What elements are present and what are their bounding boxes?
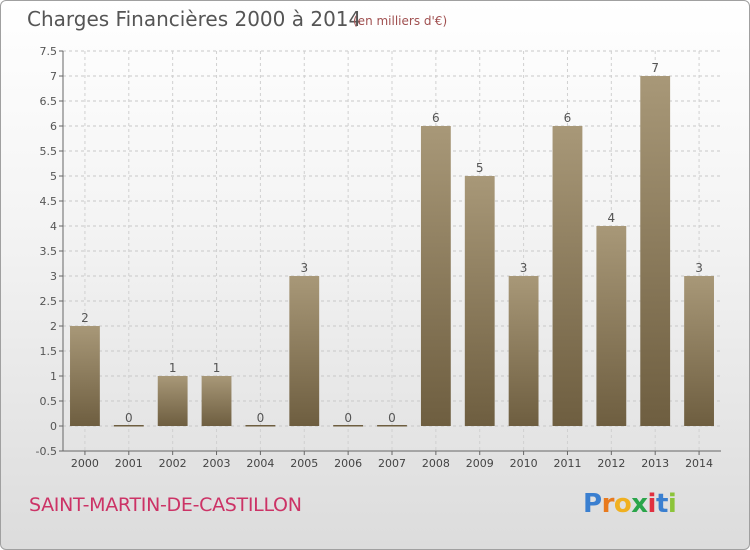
bar-value-label: 0 xyxy=(344,411,352,425)
bar-value-label: 0 xyxy=(257,411,265,425)
y-tick-label: -0.5 xyxy=(36,445,57,458)
x-tick-label: 2006 xyxy=(334,457,362,470)
bar-value-label: 6 xyxy=(432,111,440,125)
bar xyxy=(245,425,276,427)
bar xyxy=(420,126,451,426)
bar xyxy=(552,126,583,426)
y-tick-label: 7.5 xyxy=(40,45,58,58)
bar xyxy=(684,276,714,426)
y-tick-label: 0.5 xyxy=(40,395,58,408)
x-tick-label: 2003 xyxy=(203,457,231,470)
labels: 2 0 1 1 0 3 0 0 6 5 3 6 4 7 3 xyxy=(81,61,703,425)
logo-letter: i xyxy=(667,489,677,519)
y-tick-label: 5 xyxy=(50,170,57,183)
x-tick-label: 2007 xyxy=(378,457,406,470)
bar xyxy=(640,76,671,426)
bar xyxy=(70,326,100,426)
x-tick-label: 2004 xyxy=(246,457,274,470)
bar-value-label: 0 xyxy=(125,411,133,425)
y-tick-label: 3 xyxy=(50,270,57,283)
proxiti-logo: Proxiti xyxy=(583,489,677,519)
x-tick-label: 2010 xyxy=(510,457,538,470)
y-tick-label: 7 xyxy=(50,70,57,83)
bar-value-label: 5 xyxy=(476,161,484,175)
logo-letter: i xyxy=(647,489,657,519)
bar xyxy=(113,425,144,427)
x-tick-label: 2008 xyxy=(422,457,450,470)
bar xyxy=(157,376,188,426)
logo-letter: x xyxy=(631,489,648,519)
bar-value-label: 3 xyxy=(300,261,308,275)
x-tick-label: 2001 xyxy=(115,457,143,470)
bar xyxy=(508,276,539,426)
chart-title: Charges Financières 2000 à 2014 xyxy=(27,7,362,31)
bar-value-label: 0 xyxy=(388,411,396,425)
bar xyxy=(377,425,407,427)
x-tick-label: 2000 xyxy=(71,457,99,470)
y-tick-label: 6 xyxy=(50,120,57,133)
bars xyxy=(70,76,714,427)
x-tick-label: 2005 xyxy=(290,457,318,470)
y-tick-label: 4.5 xyxy=(40,195,58,208)
axes: -0.500.511.522.533.544.555.566.577.52000… xyxy=(36,45,721,470)
bar-value-label: 2 xyxy=(81,311,89,325)
logo-letter: P xyxy=(583,489,602,519)
y-tick-label: 1.5 xyxy=(40,345,58,358)
y-tick-label: 1 xyxy=(50,370,57,383)
logo-letter: t xyxy=(655,489,668,519)
x-tick-label: 2012 xyxy=(597,457,625,470)
commune-name: SAINT-MARTIN-DE-CASTILLON xyxy=(29,494,302,516)
logo-letter: o xyxy=(613,489,632,519)
x-tick-label: 2014 xyxy=(685,457,713,470)
bar xyxy=(201,376,232,426)
bar-value-label: 4 xyxy=(608,211,616,225)
logo-letter: r xyxy=(601,489,615,519)
chart-subtitle: (en milliers d'€) xyxy=(353,14,448,28)
x-tick-label: 2013 xyxy=(641,457,669,470)
y-tick-label: 6.5 xyxy=(40,95,58,108)
y-tick-label: 0 xyxy=(50,420,57,433)
bar-value-label: 1 xyxy=(169,361,177,375)
bar-value-label: 3 xyxy=(520,261,528,275)
bar-value-label: 6 xyxy=(564,111,572,125)
bar-value-label: 1 xyxy=(213,361,221,375)
x-tick-label: 2009 xyxy=(466,457,494,470)
bar xyxy=(289,276,320,426)
y-tick-label: 2.5 xyxy=(40,295,58,308)
y-tick-label: 2 xyxy=(50,320,57,333)
y-tick-label: 3.5 xyxy=(40,245,58,258)
bar-value-label: 3 xyxy=(695,261,703,275)
y-tick-label: 4 xyxy=(50,220,57,233)
bar xyxy=(333,425,364,427)
bar-value-label: 7 xyxy=(651,61,659,75)
y-tick-label: 5.5 xyxy=(40,145,58,158)
x-tick-label: 2011 xyxy=(553,457,581,470)
x-tick-label: 2002 xyxy=(159,457,187,470)
bar xyxy=(464,176,495,426)
bar xyxy=(596,226,627,426)
